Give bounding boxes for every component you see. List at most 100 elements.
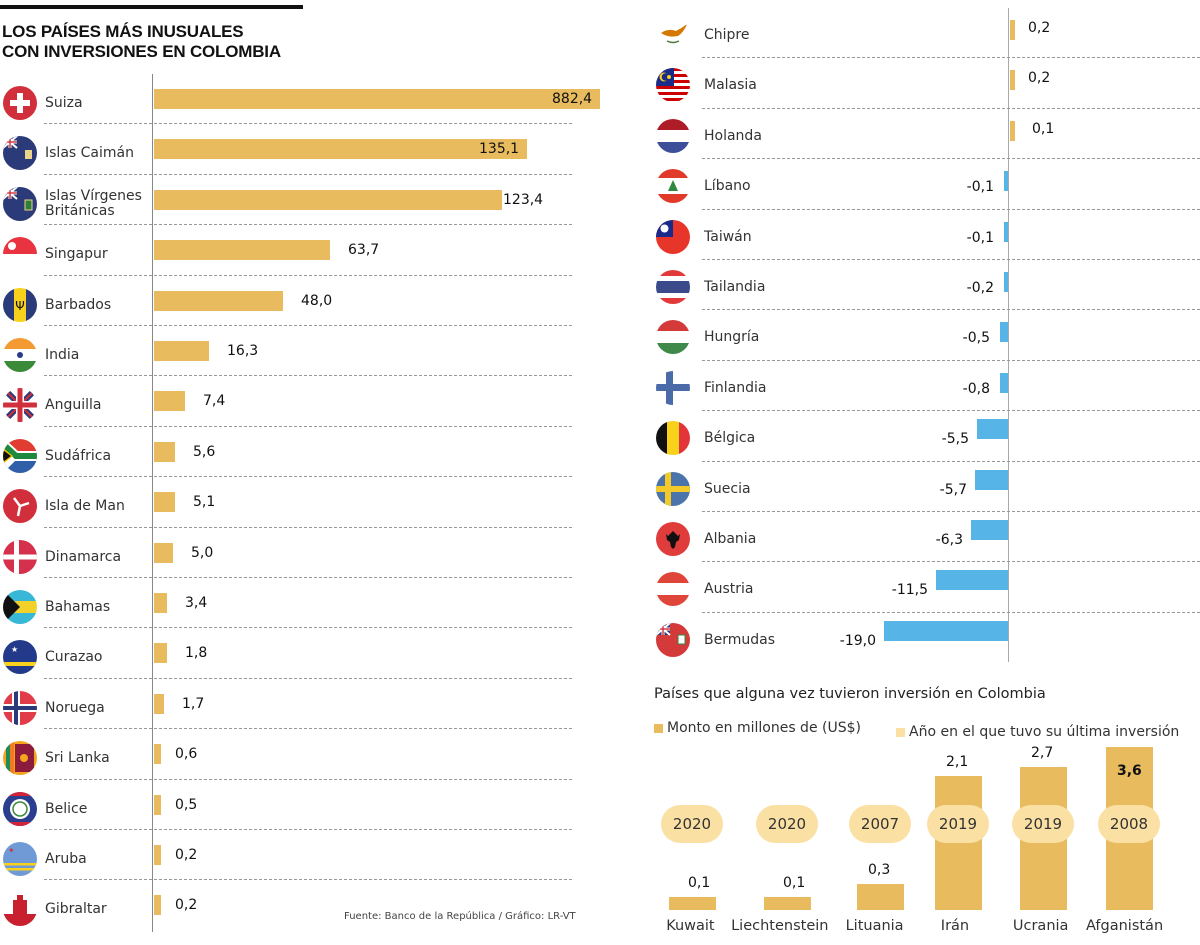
legend-amount: Monto en millones de (US$) bbox=[654, 720, 861, 736]
value-bar bbox=[154, 492, 175, 513]
country-label: Holanda bbox=[704, 127, 762, 144]
value-label: 5,1 bbox=[193, 494, 216, 511]
albania-flag-icon bbox=[656, 522, 690, 556]
legend-year-label: Año en el que tuvo su última inversión bbox=[909, 724, 1180, 740]
amount-bar bbox=[668, 897, 716, 910]
chart-row: Holanda 0,1 bbox=[640, 109, 1200, 160]
finland-flag-icon bbox=[656, 370, 690, 405]
row-separator bbox=[702, 611, 1200, 613]
cyprus-flag-icon bbox=[656, 18, 690, 52]
chart-row: Suiza 882,4 bbox=[0, 74, 600, 125]
row-separator bbox=[702, 510, 1200, 512]
row-separator bbox=[44, 778, 572, 780]
value-label: 0,2 bbox=[1028, 70, 1051, 87]
value-bar bbox=[154, 794, 161, 815]
value-bar bbox=[1000, 322, 1008, 343]
row-separator bbox=[702, 460, 1200, 462]
row-separator bbox=[702, 158, 1200, 160]
value-bar bbox=[884, 620, 1008, 641]
value-label: -5,5 bbox=[941, 431, 969, 448]
barbados-flag-icon: Ψ bbox=[3, 287, 37, 322]
isle-of-man-flag-icon bbox=[3, 489, 37, 524]
year-pill: 2020 bbox=[756, 805, 818, 843]
value-bar bbox=[1010, 120, 1015, 141]
country-label: Suecia bbox=[704, 480, 751, 497]
source-note: Fuente: Banco de la República / Gráfico:… bbox=[344, 911, 576, 922]
country-label: Barbados bbox=[45, 296, 112, 313]
chart-row: Finlandia -0,8 bbox=[640, 361, 1200, 412]
amount-bar bbox=[934, 776, 982, 910]
value-label: -6,3 bbox=[935, 532, 963, 548]
value-bar bbox=[154, 895, 161, 916]
year-pill: 2008 bbox=[1098, 805, 1160, 843]
title-line-2: CON INVERSIONES EN COLOMBIA bbox=[2, 42, 281, 61]
value-bar bbox=[154, 845, 161, 865]
india-flag-icon bbox=[3, 338, 37, 372]
value-bar bbox=[154, 139, 527, 160]
taiwan-flag-icon bbox=[656, 219, 690, 254]
norway-flag-icon bbox=[3, 690, 37, 725]
chart-row: Hungría -0,5 bbox=[640, 310, 1200, 361]
value-label: 5,0 bbox=[191, 544, 214, 561]
sri-lanka-flag-icon bbox=[3, 741, 37, 776]
country-label: Ucrania bbox=[1012, 918, 1069, 934]
country-label: Sudáfrica bbox=[45, 447, 112, 464]
chart-row: Taiwán -0,1 bbox=[640, 210, 1200, 260]
chart-row: Bermudas -19,0 bbox=[640, 613, 1200, 663]
amount-label: 2,7 bbox=[1031, 745, 1054, 761]
row-separator bbox=[44, 627, 572, 629]
country-label: Bahamas bbox=[45, 599, 111, 615]
country-label: Anguilla bbox=[45, 397, 102, 414]
country-label: Bélgica bbox=[704, 430, 756, 447]
belgium-flag-icon bbox=[656, 421, 690, 456]
country-label: Afganistán bbox=[1086, 918, 1164, 934]
malaysia-flag-icon bbox=[656, 68, 690, 103]
country-label: Austria bbox=[704, 581, 754, 598]
value-bar bbox=[971, 520, 1008, 540]
country-label: Lituania bbox=[845, 918, 904, 934]
row-separator bbox=[44, 324, 572, 326]
value-bar bbox=[154, 391, 185, 412]
amount-label: 0,3 bbox=[868, 862, 891, 878]
value-bar bbox=[1010, 70, 1015, 91]
value-label: 48,0 bbox=[301, 292, 333, 309]
row-separator bbox=[44, 828, 572, 830]
country-label: Islas Caimán bbox=[45, 145, 134, 162]
chart-row: Tailandia -0,2 bbox=[640, 260, 1200, 311]
row-separator bbox=[44, 274, 572, 276]
value-bar bbox=[1000, 372, 1008, 393]
value-bar bbox=[1004, 171, 1008, 192]
value-label: 0,5 bbox=[175, 796, 198, 813]
belize-flag-icon bbox=[3, 791, 37, 826]
chart-row: Ψ Barbados 48,0 bbox=[0, 276, 600, 326]
chart-row: Anguilla 7,4 bbox=[0, 376, 600, 427]
value-label: -0,8 bbox=[962, 380, 990, 397]
chart-row: Noruega 1,7 bbox=[0, 679, 600, 730]
value-bar bbox=[154, 542, 173, 563]
country-label: Gibraltar bbox=[45, 901, 107, 918]
value-label: 16,3 bbox=[227, 343, 259, 359]
row-separator bbox=[702, 208, 1200, 210]
chart-row: Malasia 0,2 bbox=[640, 58, 1200, 109]
bermuda-flag-icon bbox=[656, 622, 690, 657]
value-label: 0,2 bbox=[175, 897, 198, 914]
chart-row: Bélgica -5,5 bbox=[640, 411, 1200, 462]
row-separator bbox=[44, 526, 572, 528]
amount-label: 0,1 bbox=[783, 875, 806, 891]
value-bar bbox=[975, 469, 1008, 490]
chart-row: Austria -11,5 bbox=[640, 562, 1200, 613]
row-separator bbox=[44, 476, 572, 478]
chart-row: Líbano -0,1 bbox=[640, 159, 1200, 210]
country-label: Curazao bbox=[45, 649, 103, 666]
legend-year-swatch bbox=[896, 727, 905, 737]
chart-row: Belice 0,5 bbox=[0, 780, 600, 830]
value-label: 0,1 bbox=[1032, 120, 1055, 137]
country-label: Sri Lanka bbox=[45, 750, 110, 767]
value-bar bbox=[1004, 221, 1008, 242]
row-separator bbox=[44, 677, 572, 679]
chart-row: Chipre 0,2 bbox=[640, 8, 1200, 59]
value-bar bbox=[1004, 272, 1008, 292]
value-bar bbox=[154, 290, 283, 311]
value-label: 1,7 bbox=[182, 695, 205, 712]
amount-bar bbox=[856, 884, 904, 910]
